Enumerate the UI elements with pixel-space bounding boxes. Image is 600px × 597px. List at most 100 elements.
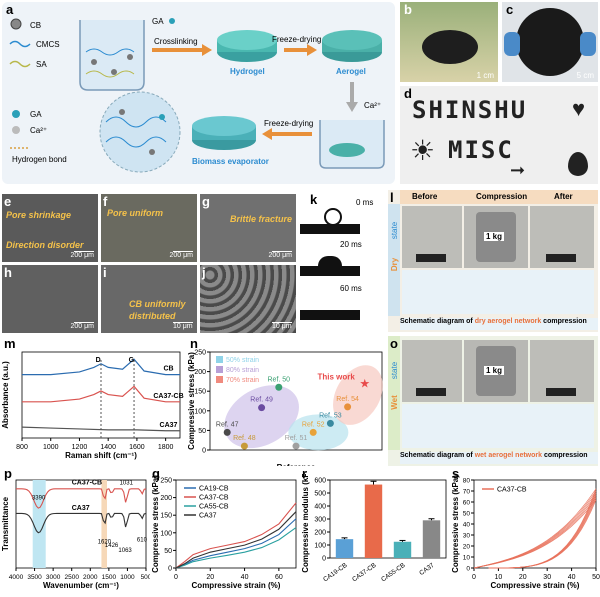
r-ylabel: Compressive modulus (kPa) — [301, 474, 310, 573]
panel-label-a: a — [6, 2, 14, 17]
p-series-label: CA37 — [72, 505, 90, 512]
ga-top: GA — [152, 17, 164, 26]
s-xtick-label: 30 — [543, 574, 551, 581]
n-ytick-label: 50 — [198, 428, 206, 435]
n-legend-label: 80% strain — [226, 367, 259, 374]
p-xtick-label: 3500 — [27, 574, 42, 581]
m-annotation-d: D — [96, 357, 101, 364]
chart-s: Compressive strain (%) Compressive stress… — [451, 475, 600, 590]
panel-c-photo: 5 cm — [502, 2, 598, 82]
r-category-label: CA37-CB — [351, 562, 378, 583]
panel-label-s: s — [452, 466, 460, 481]
o-caption-em: wet aerogel network — [474, 452, 542, 459]
panel-label-r: r — [302, 466, 308, 481]
s-axes-frame — [473, 479, 597, 569]
l-caption-em: dry aerogel network — [474, 318, 542, 325]
s-ytick-label: 50 — [463, 511, 471, 518]
p-xtick-label: 1500 — [102, 574, 117, 581]
s-xtick-label: 40 — [568, 574, 576, 581]
panel-k: 0 ms 20 ms 60 ms — [300, 194, 382, 334]
r-category-label: CA37 — [418, 562, 436, 577]
n-group-70 — [333, 365, 383, 425]
q-series-CA37-CB — [175, 502, 297, 569]
l-header-before: Before — [412, 192, 438, 201]
m-ylabel: Absorbance (a.u.) — [1, 361, 10, 429]
q-ylabel: Compressive stress (kPa) — [151, 475, 160, 573]
q-xtick-label: 20 — [206, 574, 214, 581]
panel-o: Wet state 1 kg Schematic diagram of wet … — [388, 336, 598, 466]
legend-cmcs: CMCS — [36, 40, 60, 49]
o-state-word: Wet — [389, 395, 399, 410]
n-point-label: This work — [317, 372, 355, 381]
f-text-1: Pore uniform — [107, 208, 164, 218]
o-weight: 1 kg — [484, 366, 505, 375]
panel-label-n: n — [190, 336, 198, 351]
s-xtick-label: 0 — [472, 574, 476, 581]
legend-hbond: Hydrogen bond — [12, 155, 67, 164]
panel-b-photo: 1 cm — [400, 2, 498, 82]
b-scale: 1 cm — [476, 71, 494, 80]
sun-icon: ☀ — [410, 135, 436, 166]
legend-ca: Ca²⁺ — [30, 126, 47, 135]
panel-g-sem: Brittle fracture 200 μm — [200, 194, 296, 262]
k-time-2: 60 ms — [340, 284, 362, 293]
n-point-label: Ref. 52 — [302, 421, 325, 428]
r-ytick-label: 500 — [314, 491, 326, 498]
e-scale: 200 μm — [70, 252, 95, 259]
r-bar — [422, 520, 441, 558]
panel-label-k: k — [310, 192, 318, 207]
r-ytick-label: 600 — [314, 478, 326, 485]
step-freeze-drying-1: Freeze-drying — [272, 35, 321, 44]
n-ytick-label: 200 — [194, 369, 206, 376]
d-word-2: MISC — [448, 136, 514, 164]
product-hydrogel: Hydrogel — [230, 67, 265, 76]
l-caption-pre: Schematic diagram of — [400, 318, 475, 325]
k-time-0: 0 ms — [356, 198, 374, 207]
m-xtick-label: 1200 — [72, 444, 88, 451]
g-text-1: Brittle fracture — [230, 214, 293, 224]
n-ytick-label: 0 — [202, 448, 206, 455]
m-series-label: CA37-CB — [153, 393, 183, 400]
legend-cb: CB — [30, 21, 41, 30]
g-scale: 200 μm — [268, 252, 293, 259]
n-point — [275, 383, 283, 391]
q-series-CA37 — [175, 511, 297, 569]
r-ytick-label: 200 — [314, 530, 326, 537]
p-annotation: 1620 — [98, 539, 112, 545]
l-state-suffix: state — [390, 221, 400, 240]
step-freeze-drying-2: Freeze-drying — [264, 119, 313, 128]
q-series-CA55-CB — [175, 527, 297, 569]
r-bar — [393, 541, 412, 558]
r-bar — [364, 484, 383, 558]
d-word-1: SHINSHU — [412, 96, 528, 124]
r-ytick-label: 400 — [314, 504, 326, 511]
l-header-compression: Compression — [476, 192, 528, 201]
chart-q: Compressive strain (%) Compressive stress… — [151, 475, 297, 590]
q-series-CA19-CB — [175, 518, 297, 569]
legend-sa: SA — [36, 60, 47, 69]
p-annotation: 3390 — [32, 495, 46, 501]
q-xlabel: Compressive strain (%) — [192, 581, 281, 590]
q-ytick-label: 50 — [164, 548, 172, 555]
n-point-label: Ref. 53 — [319, 412, 342, 419]
i-text-2: distributed — [129, 311, 176, 321]
s-legend-label: CA37-CB — [497, 487, 527, 494]
o-caption-post: compression — [542, 452, 588, 459]
n-legend-label: 50% strain — [226, 357, 259, 364]
chart-n: Reference Compressive stress (kPa) 0 50 100 1… — [187, 350, 383, 466]
n-point — [292, 442, 300, 450]
m-xtick-label: 1000 — [43, 444, 59, 451]
p-ylabel: Transmittance — [1, 496, 10, 551]
panel-label-i: i — [103, 265, 107, 280]
s-cycle-curve — [473, 488, 597, 569]
arrow-icon: ➞ — [510, 160, 526, 180]
q-axes-frame — [175, 479, 297, 569]
n-point — [258, 404, 266, 412]
chart-r: Compressive modulus (kPa) 0 100 200 300 400 50… — [301, 474, 447, 583]
q-ytick-label: 100 — [160, 530, 172, 537]
e-text-2: Direction disorder — [6, 240, 84, 250]
l-weight: 1 kg — [484, 232, 505, 241]
panel-j-sem: 10 μm — [200, 265, 296, 333]
panel-label-l: l — [390, 190, 394, 205]
n-point-label: Ref. 51 — [285, 435, 308, 442]
